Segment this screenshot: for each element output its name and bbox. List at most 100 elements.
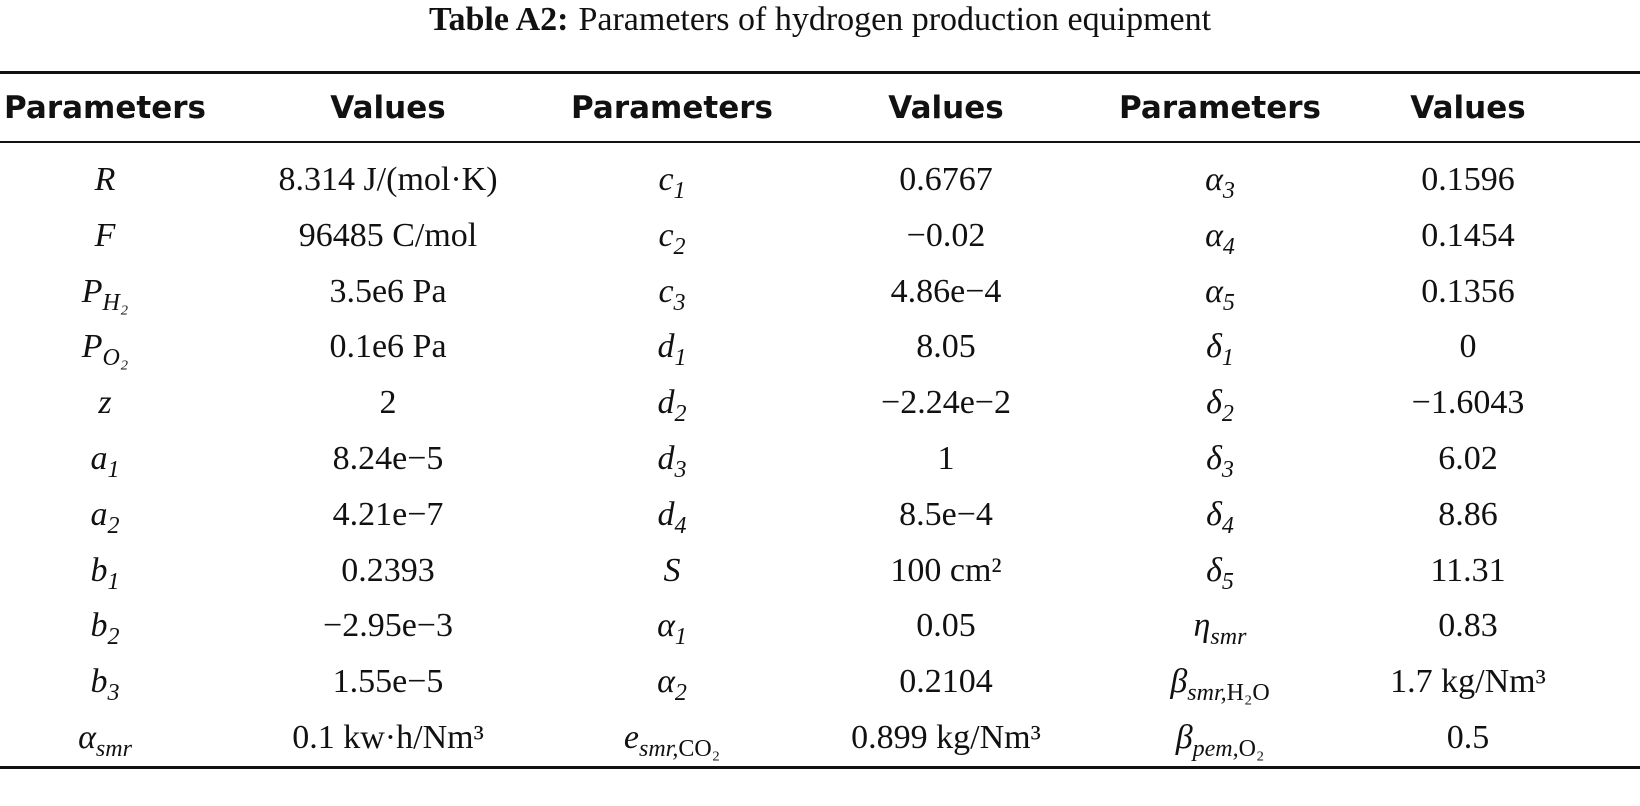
parameter-cell: δ2 xyxy=(1206,383,1234,434)
parameter-cell: a1 xyxy=(91,439,120,490)
subscript-text: 4 xyxy=(1222,233,1235,260)
parameter-cell: βpem,O₂ xyxy=(1176,718,1265,769)
subscript: 2 xyxy=(108,624,120,650)
subscript: 1 xyxy=(675,345,687,371)
value-cell: −0.02 xyxy=(906,216,986,254)
symbol: d xyxy=(657,440,675,477)
symbol: β xyxy=(1170,663,1188,701)
symbol: α xyxy=(657,607,675,645)
symbol: α xyxy=(657,663,675,701)
value-cell: 0.05 xyxy=(916,607,976,645)
symbol: S xyxy=(663,551,681,589)
subscript: 3 xyxy=(674,290,686,316)
parameter-cell: z xyxy=(98,383,111,423)
subscript-text: 3 xyxy=(673,289,686,316)
value-cell: 0.1e6 Pa xyxy=(329,328,447,366)
value-cell: 0.1454 xyxy=(1421,216,1515,254)
value-cell: 1 xyxy=(937,440,955,477)
header-rule xyxy=(0,141,1640,143)
subscript-text: 4 xyxy=(674,512,687,539)
parameter-cell: α2 xyxy=(657,662,687,713)
subscript-text: 3 xyxy=(674,457,687,483)
symbol: α xyxy=(1205,272,1223,310)
value-cell: 8.5e−4 xyxy=(899,495,993,533)
symbol: δ xyxy=(1206,440,1222,477)
caption-label: Table A2: xyxy=(428,1,569,38)
symbol: a xyxy=(90,440,108,477)
subscript-roman: H₂O xyxy=(1226,680,1270,707)
subscript-text: smr xyxy=(1210,624,1247,651)
parameter-cell: α1 xyxy=(657,606,687,657)
value-cell: 100 cm² xyxy=(890,551,1002,589)
subscript-roman: CO₂ xyxy=(678,736,721,762)
symbol: P xyxy=(81,328,103,366)
subscript-text: 5 xyxy=(1221,568,1234,595)
column-header: Parameters xyxy=(1119,90,1321,126)
parameter-cell: d3 xyxy=(658,439,687,490)
value-cell: 1.55e−5 xyxy=(332,663,444,701)
subscript: 4 xyxy=(1223,234,1235,260)
subscript-text: 1 xyxy=(107,457,120,483)
subscript: 2 xyxy=(108,513,120,539)
parameter-cell: esmr,CO₂ xyxy=(624,718,720,769)
symbol: F xyxy=(94,216,116,254)
subscript: 1 xyxy=(675,624,687,650)
symbol: η xyxy=(1193,607,1211,645)
value-cell: 8.05 xyxy=(916,328,976,366)
subscript: 2 xyxy=(674,234,686,260)
subscript-text: 2 xyxy=(1221,401,1234,428)
subscript: smr,H₂O xyxy=(1187,680,1269,706)
subscript: O₂ xyxy=(103,345,129,371)
column-header: Values xyxy=(888,90,1004,126)
subscript: 3 xyxy=(1222,457,1234,483)
parameter-cell: PH₂ xyxy=(82,272,128,323)
parameter-cell: d1 xyxy=(658,327,687,378)
symbol: δ xyxy=(1206,384,1222,422)
value-cell: 8.314 J/(mol·K) xyxy=(278,161,498,198)
symbol: α xyxy=(78,719,96,756)
subscript: 1 xyxy=(1222,345,1234,371)
parameter-cell: b2 xyxy=(91,606,120,657)
symbol: b xyxy=(90,607,108,645)
symbol: c xyxy=(658,272,674,310)
value-cell: 0 xyxy=(1459,328,1477,366)
subscript: 1 xyxy=(108,457,120,483)
parameter-cell: ηsmr xyxy=(1194,606,1247,657)
subscript: smr,CO₂ xyxy=(639,736,720,762)
value-cell: 0.5 xyxy=(1446,719,1490,756)
parameter-cell: F xyxy=(95,216,116,256)
parameter-cell: δ4 xyxy=(1206,495,1234,546)
subscript-text: 1 xyxy=(1221,345,1234,372)
subscript-text: pem, xyxy=(1192,736,1239,762)
symbol: b xyxy=(90,551,108,589)
symbol: d xyxy=(657,495,675,533)
parameter-cell: S xyxy=(664,551,681,591)
subscript: smr xyxy=(96,736,132,762)
parameter-cell: βsmr,H₂O xyxy=(1170,662,1269,713)
symbol: δ xyxy=(1206,495,1222,533)
symbol: d xyxy=(657,384,675,422)
symbol: P xyxy=(81,272,103,310)
subscript-text: smr xyxy=(95,736,132,762)
value-cell: 11.31 xyxy=(1430,551,1506,589)
parameter-cell: α3 xyxy=(1205,160,1235,211)
subscript: 2 xyxy=(675,680,687,706)
parameter-cell: δ3 xyxy=(1206,439,1234,490)
subscript: 2 xyxy=(1222,401,1234,427)
value-cell: 0.1596 xyxy=(1421,161,1515,198)
symbol: b xyxy=(90,663,108,701)
value-cell: 0.899 kg/Nm³ xyxy=(851,719,1041,756)
value-cell: 3.5e6 Pa xyxy=(329,272,447,310)
value-cell: 2 xyxy=(379,384,397,422)
subscript: H₂ xyxy=(103,290,129,316)
subscript: pem,O₂ xyxy=(1193,736,1265,762)
subscript-text: 3 xyxy=(1221,457,1234,483)
subscript: 3 xyxy=(675,457,687,483)
value-cell: 0.83 xyxy=(1438,607,1498,645)
symbol: δ xyxy=(1206,328,1222,366)
subscript-text: 2 xyxy=(674,401,687,428)
subscript: 3 xyxy=(1223,178,1235,204)
value-cell: 0.2104 xyxy=(899,663,993,701)
column-header: Values xyxy=(1410,90,1526,126)
subscript: 4 xyxy=(1222,513,1234,539)
